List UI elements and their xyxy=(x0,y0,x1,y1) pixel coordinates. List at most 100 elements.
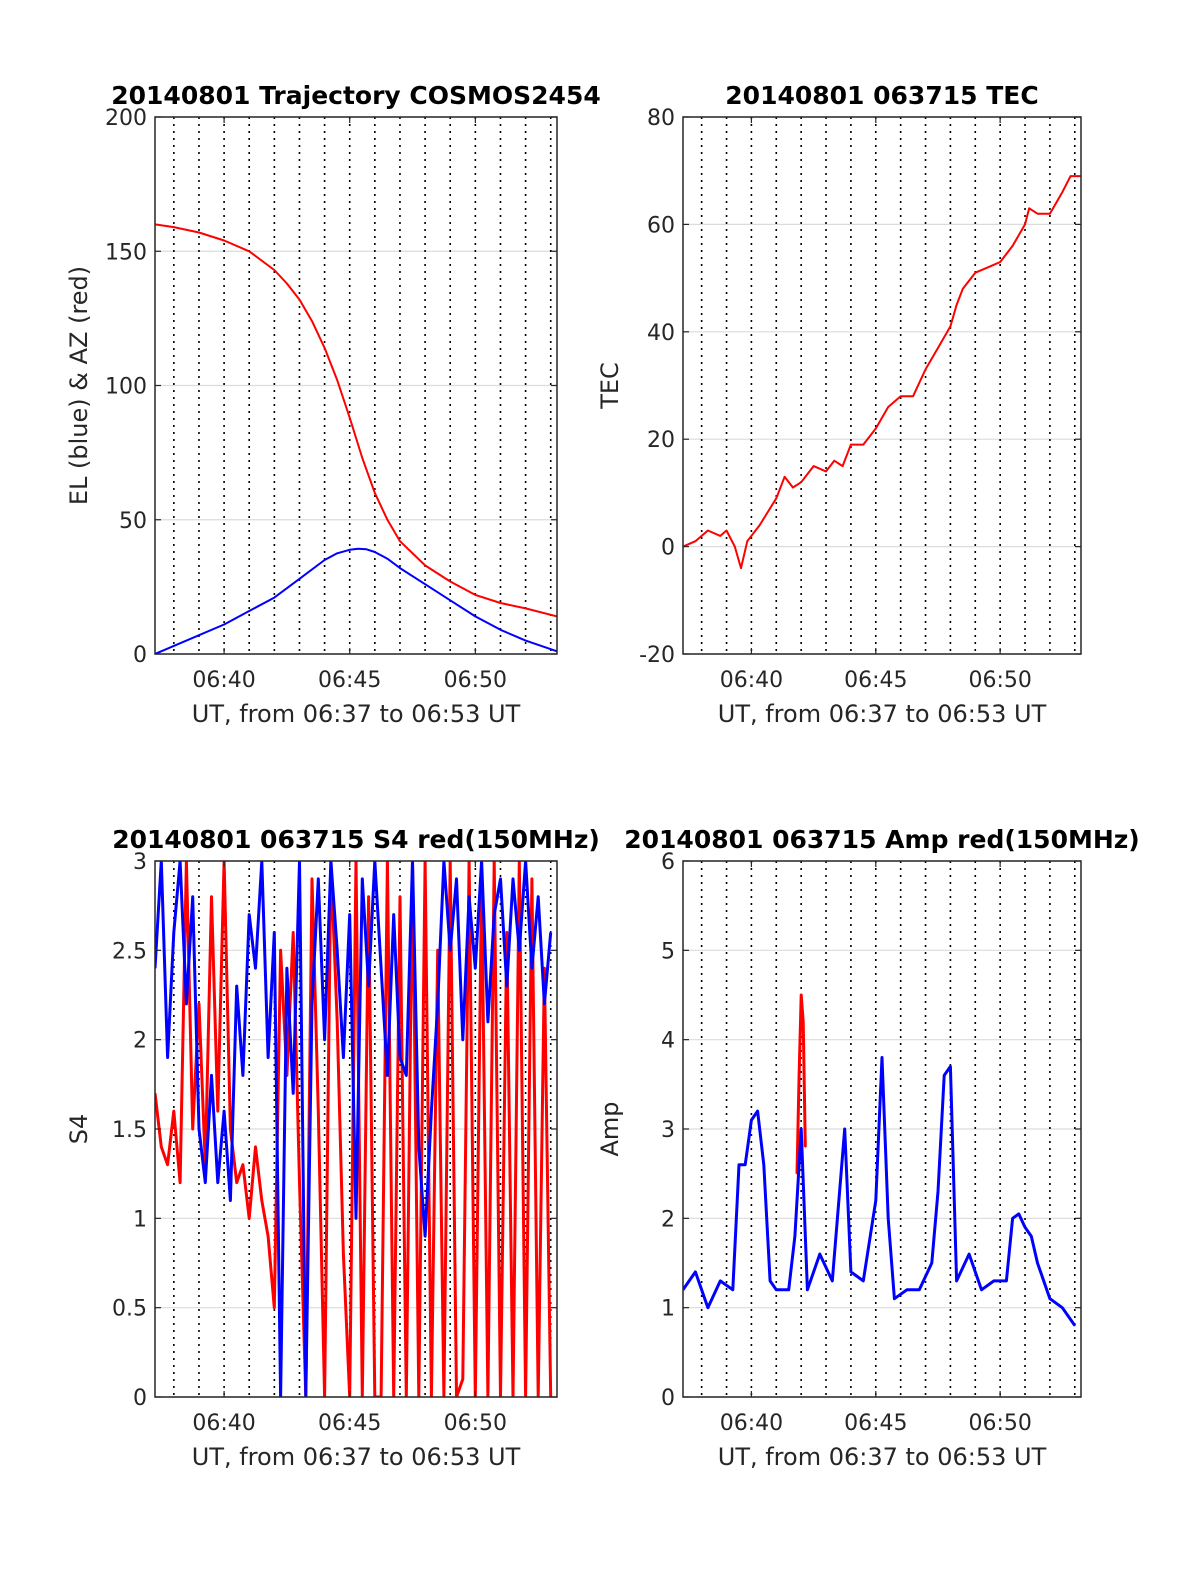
data-point xyxy=(348,549,351,551)
data-point xyxy=(273,269,276,271)
data-point xyxy=(323,1038,326,1041)
data-point xyxy=(750,1119,753,1121)
series-line-2 xyxy=(683,1056,1077,1327)
data-point xyxy=(505,931,508,934)
data-point xyxy=(229,1128,232,1130)
data-point xyxy=(424,583,426,585)
data-point xyxy=(248,913,251,916)
data-point xyxy=(943,1074,945,1077)
x-tick-label: 06:45 xyxy=(844,1411,907,1436)
data-point xyxy=(336,552,338,555)
data-point xyxy=(361,878,364,880)
data-point xyxy=(273,931,276,934)
y-tick-label: -20 xyxy=(639,643,675,668)
data-point xyxy=(399,567,401,569)
data-point xyxy=(775,1289,778,1291)
chart-panel-1: 0 50 100 150 200 06:40 06:45 06:50 20140801 Traj… xyxy=(65,81,601,728)
data-point xyxy=(424,564,426,567)
data-point xyxy=(512,878,514,880)
data-point xyxy=(949,325,952,328)
y-axis-label: S4 xyxy=(65,1114,93,1145)
plot-content xyxy=(683,861,1077,1397)
data-point xyxy=(342,1056,345,1059)
data-point xyxy=(173,931,175,934)
data-point xyxy=(336,949,338,952)
data-point xyxy=(348,913,351,916)
data-point xyxy=(1036,212,1039,215)
data-point xyxy=(874,1199,877,1202)
data-point xyxy=(802,1021,805,1023)
data-point xyxy=(707,1306,709,1309)
data-point xyxy=(286,967,288,969)
data-point xyxy=(1024,223,1026,226)
data-point xyxy=(850,1271,852,1273)
data-point xyxy=(487,1021,489,1023)
y-tick-label: 2 xyxy=(661,1207,675,1232)
data-point xyxy=(1061,191,1064,193)
data-point xyxy=(173,1110,175,1112)
data-point xyxy=(474,615,477,618)
data-point xyxy=(862,1280,865,1282)
data-point xyxy=(719,1280,722,1282)
data-point xyxy=(248,610,251,612)
data-point xyxy=(242,1074,244,1077)
data-point xyxy=(336,1021,338,1023)
chart-panel-2: -20 0 20 40 60 80 06:40 06:45 06:50 20140801 0637… xyxy=(596,81,1082,728)
data-point xyxy=(746,540,749,543)
data-point xyxy=(800,1128,802,1130)
x-axis-label: UT, from 06:37 to 06:53 UT xyxy=(192,700,521,728)
data-point xyxy=(524,639,527,642)
data-point xyxy=(311,878,313,880)
data-point xyxy=(740,567,742,569)
y-axis-label: TEC xyxy=(596,362,624,410)
data-point xyxy=(449,599,452,602)
data-point xyxy=(499,629,502,631)
data-point xyxy=(336,379,338,381)
data-point xyxy=(833,459,836,462)
data-point xyxy=(549,931,552,934)
data-point xyxy=(1049,212,1051,215)
x-tick-label: 06:45 xyxy=(318,1411,381,1436)
y-tick-label: 3 xyxy=(133,850,147,875)
y-tick-label: 100 xyxy=(105,375,147,400)
data-point xyxy=(1069,175,1072,177)
data-point xyxy=(499,602,502,604)
data-point xyxy=(298,1181,301,1184)
x-tick-label: 06:40 xyxy=(720,668,783,693)
data-point xyxy=(386,1074,389,1077)
y-tick-label: 1 xyxy=(133,1207,147,1232)
data-point xyxy=(223,239,225,242)
series-line-2 xyxy=(155,861,553,1397)
data-point xyxy=(386,518,389,521)
data-point xyxy=(455,878,458,880)
data-point xyxy=(254,1146,257,1148)
data-point xyxy=(1011,245,1014,247)
data-point xyxy=(719,535,722,537)
y-tick-label: 3 xyxy=(661,1118,675,1143)
data-point xyxy=(317,1110,320,1112)
data-point xyxy=(924,368,927,371)
data-point xyxy=(374,551,376,553)
chart-panel-3: 0 0.5 1 1.5 2 2.5 3 06:40 06:45 06:50 20140801 063… xyxy=(65,825,600,1471)
data-point xyxy=(166,1056,169,1059)
data-point xyxy=(524,607,527,610)
data-point xyxy=(775,497,778,500)
data-point xyxy=(399,1056,401,1059)
data-point xyxy=(825,470,827,473)
data-point xyxy=(968,1253,970,1255)
y-tick-label: 5 xyxy=(661,939,675,964)
data-point xyxy=(887,406,890,408)
y-axis-label: Amp xyxy=(596,1101,624,1156)
data-point xyxy=(418,1146,420,1148)
series-line-1 xyxy=(155,223,557,618)
data-point xyxy=(436,949,439,952)
data-point xyxy=(267,1235,269,1237)
x-tick-label: 06:45 xyxy=(318,668,381,693)
y-axis-label: EL (blue) & AZ (red) xyxy=(65,266,93,505)
data-point xyxy=(505,985,508,987)
data-point xyxy=(787,1289,790,1291)
data-point xyxy=(850,443,852,446)
data-point xyxy=(806,1289,809,1291)
data-point xyxy=(361,457,364,459)
data-point xyxy=(1024,1226,1026,1229)
